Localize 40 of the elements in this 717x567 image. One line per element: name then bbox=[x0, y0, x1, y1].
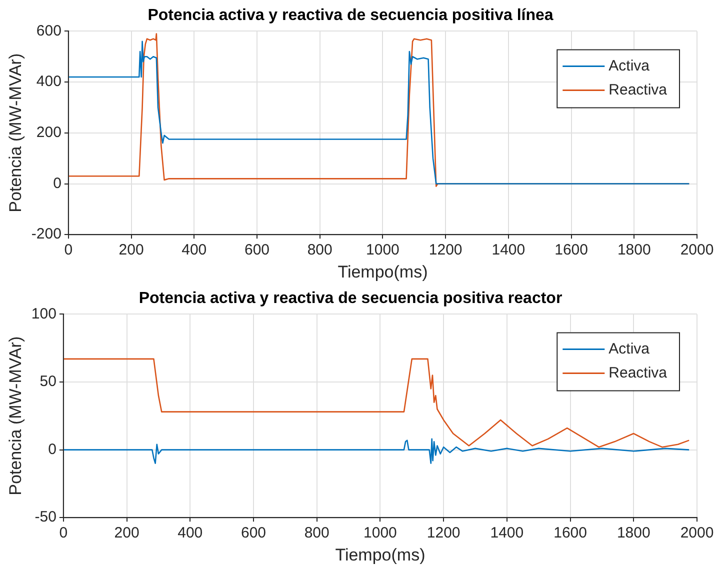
x-tick-label: 1400 bbox=[490, 524, 524, 542]
x-tick-label: 200 bbox=[118, 242, 144, 259]
x-tick-label: 1200 bbox=[426, 524, 460, 542]
y-tick-label: -200 bbox=[31, 226, 62, 243]
x-tick-label: 800 bbox=[304, 524, 330, 542]
x-tick-label: 800 bbox=[307, 242, 332, 259]
y-tick-label: -50 bbox=[34, 508, 56, 526]
y-tick-label: 200 bbox=[36, 124, 62, 142]
chart-title: Potencia activa y reactiva de secuencia positiva reactor bbox=[138, 290, 562, 308]
x-tick-label: 1800 bbox=[617, 242, 651, 259]
x-tick-label: 0 bbox=[64, 242, 73, 259]
chart-title: Potencia activa y reactiva de secuencia positiva línea bbox=[148, 7, 554, 24]
x-tick-label: 600 bbox=[244, 242, 270, 259]
y-tick-label: 400 bbox=[36, 73, 62, 90]
x-tick-label: 1600 bbox=[554, 242, 588, 259]
y-tick-label: 100 bbox=[31, 305, 56, 322]
legend-label: Activa bbox=[608, 57, 650, 74]
y-tick-label: 0 bbox=[48, 440, 56, 458]
x-tick-label: 1000 bbox=[364, 524, 397, 542]
x-tick-label: 200 bbox=[114, 524, 140, 542]
y-tick-label: 600 bbox=[36, 22, 62, 40]
x-axis-title: Tiempo(ms) bbox=[338, 262, 428, 282]
legend-label: Reactiva bbox=[608, 81, 668, 98]
x-tick-label: 1400 bbox=[492, 242, 526, 259]
x-tick-label: 600 bbox=[240, 524, 266, 542]
x-tick-label: 400 bbox=[182, 242, 207, 259]
x-tick-label: 1800 bbox=[616, 524, 650, 542]
x-tick-label: 2000 bbox=[680, 524, 714, 542]
y-tick-label: 50 bbox=[40, 373, 56, 390]
x-tick-label: 1200 bbox=[428, 242, 462, 259]
x-tick-label: 400 bbox=[178, 524, 203, 542]
y-axis-title: Potencia (MW-MVAr) bbox=[6, 53, 25, 212]
y-tick-label: 0 bbox=[53, 174, 62, 192]
legend-label: Activa bbox=[608, 340, 650, 358]
y-axis-title: Potencia (MW-MVAr) bbox=[6, 336, 25, 496]
legend-label: Reactiva bbox=[608, 364, 668, 382]
x-tick-label: 2000 bbox=[680, 242, 714, 259]
x-axis-title: Tiempo(ms) bbox=[335, 545, 426, 564]
x-tick-label: 1600 bbox=[554, 524, 587, 542]
x-tick-label: 1000 bbox=[366, 242, 400, 259]
